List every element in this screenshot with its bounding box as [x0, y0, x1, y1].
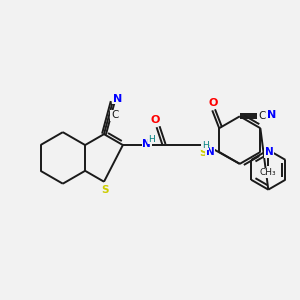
Text: H: H	[148, 135, 155, 144]
Text: N: N	[206, 147, 214, 157]
Text: N: N	[142, 139, 151, 149]
Text: O: O	[151, 115, 160, 125]
Text: CH₃: CH₃	[260, 168, 277, 177]
Text: S: S	[200, 148, 207, 158]
Text: S: S	[101, 184, 109, 195]
Text: N: N	[265, 147, 274, 157]
Text: O: O	[208, 98, 218, 108]
Text: C: C	[258, 111, 265, 121]
Text: N: N	[113, 94, 122, 103]
Text: N: N	[267, 110, 276, 120]
Text: C: C	[111, 110, 118, 120]
Text: H: H	[202, 140, 209, 149]
